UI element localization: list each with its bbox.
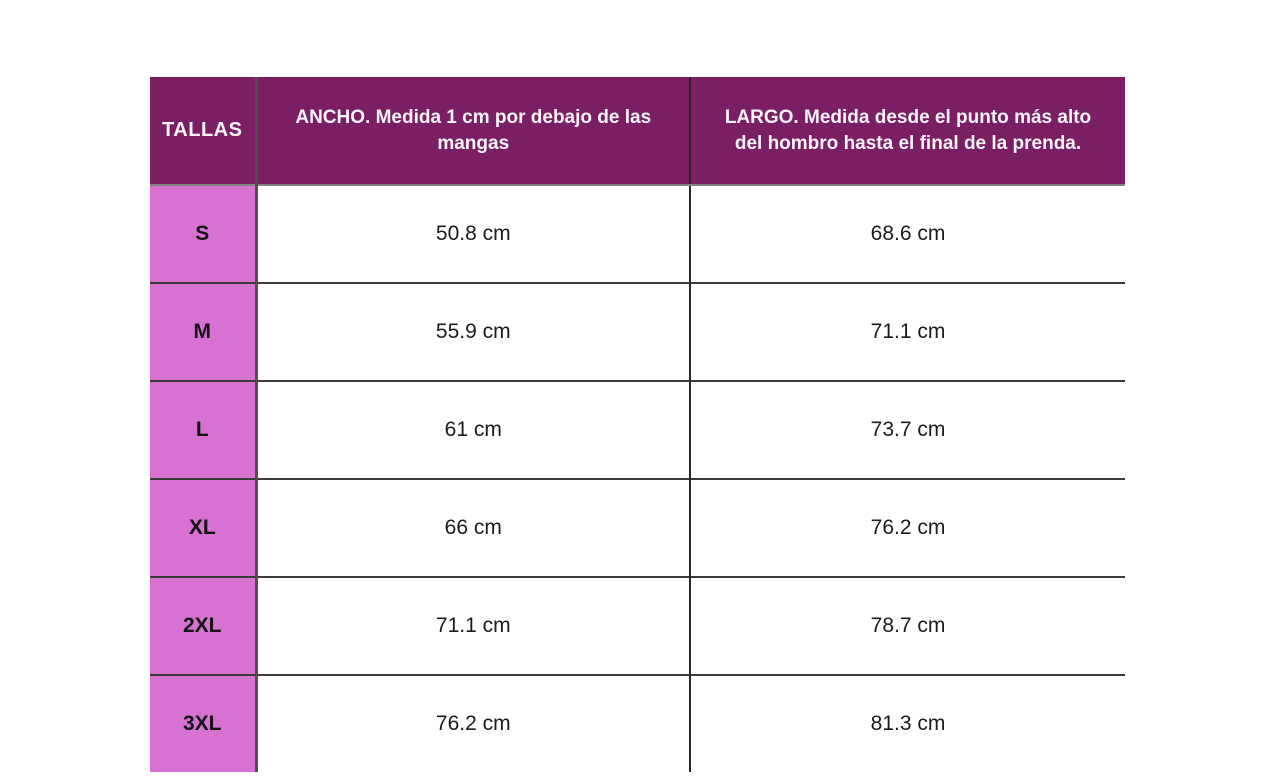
table-row-s: S 50.8 cm 68.6 cm [150, 185, 1125, 283]
table-row-xl: XL 66 cm 76.2 cm [150, 478, 1125, 577]
largo-value-s: 68.6 cm [690, 185, 1125, 283]
ancho-value-2xl: 71.1 cm [256, 576, 691, 675]
largo-value-xl: 76.2 cm [690, 478, 1125, 577]
column-header-ancho: ANCHO. Medida 1 cm por debajo de las man… [256, 77, 691, 186]
largo-value-3xl: 81.3 cm [690, 674, 1125, 772]
table-row-l: L 61 cm 73.7 cm [150, 380, 1125, 479]
size-label-m: M [150, 282, 258, 381]
size-label-2xl: 2XL [150, 576, 258, 675]
largo-value-l: 73.7 cm [690, 380, 1125, 479]
size-label-l: L [150, 380, 258, 479]
size-chart-table: TALLAS ANCHO. Medida 1 cm por debajo de … [150, 77, 1125, 772]
ancho-value-l: 61 cm [256, 380, 691, 479]
ancho-value-m: 55.9 cm [256, 282, 691, 381]
table-row-m: M 55.9 cm 71.1 cm [150, 282, 1125, 381]
largo-value-m: 71.1 cm [690, 282, 1125, 381]
column-header-largo: LARGO. Medida desde el punto más alto de… [690, 77, 1125, 186]
ancho-value-s: 50.8 cm [256, 185, 691, 283]
size-label-xl: XL [150, 478, 258, 577]
column-header-tallas: TALLAS [150, 77, 258, 186]
table-row-2xl: 2XL 71.1 cm 78.7 cm [150, 576, 1125, 675]
table-row-3xl: 3XL 76.2 cm 81.3 cm [150, 674, 1125, 772]
header-row: TALLAS ANCHO. Medida 1 cm por debajo de … [150, 77, 1125, 186]
size-label-3xl: 3XL [150, 674, 258, 772]
largo-value-2xl: 78.7 cm [690, 576, 1125, 675]
ancho-value-xl: 66 cm [256, 478, 691, 577]
ancho-value-3xl: 76.2 cm [256, 674, 691, 772]
size-label-s: S [150, 185, 258, 283]
